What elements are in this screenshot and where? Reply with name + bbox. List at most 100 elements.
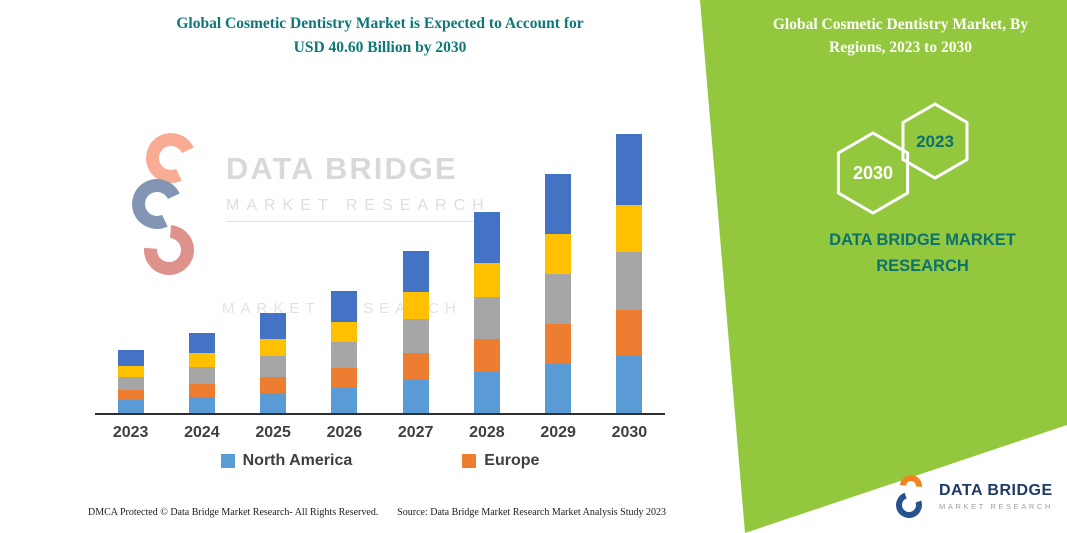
bar-segment-unlabeled-gray [117,377,144,390]
bar-segment-north-america [331,388,358,413]
watermark: DATA BRIDGE MARKET RESEARCH [124,125,491,286]
legend-label: North America [242,452,353,469]
x-axis-label-2030: 2030 [611,424,648,441]
chart-title-line2: USD 40.60 Billion by 2030 [293,39,467,57]
stacked-bar-2030 [616,134,643,413]
bar-segment-unlabeled-dark-blue [260,313,287,339]
footer: DMCA Protected © Data Bridge Market Rese… [88,507,666,518]
x-axis-label-2027: 2027 [397,424,434,441]
stacked-bar-chart [95,115,665,415]
brand-text: DATA BRIDGE MARKET RESEARCH [805,228,1040,279]
bar-segment-unlabeled-yellow [331,322,358,342]
bar-segment-unlabeled-dark-blue [331,291,358,322]
hexagon-2030-label: 2030 [853,163,893,183]
bar-segment-unlabeled-gray [473,297,500,339]
bar-segment-unlabeled-gray [616,252,643,310]
hexagon-2023-label: 2023 [916,132,954,151]
stacked-bar-2026 [331,291,358,413]
bar-segment-north-america [402,380,429,413]
hexagon-2030 [836,131,910,215]
chart-title: Global Cosmetic Dentistry Market is Expe… [60,12,700,60]
bar-slot-2023 [95,350,166,413]
legend-item-europe: Europe [462,452,539,470]
stacked-bar-2028 [473,212,500,413]
legend-swatch-icon [462,454,477,468]
x-axis-label-2029: 2029 [540,424,576,441]
bar-slot-2027 [380,251,451,413]
watermark-subtitle: MARKET RESEARCH [226,197,491,222]
bar-segment-north-america [260,393,287,413]
bar-slot-2026 [309,291,380,413]
bar-segment-unlabeled-dark-blue [117,350,144,366]
bars-row [95,115,665,413]
bar-segment-unlabeled-yellow [260,339,287,356]
bar-segment-unlabeled-yellow [402,292,429,319]
logo-blue-arc-icon [891,487,927,523]
bar-segment-north-america [616,356,643,413]
bar-slot-2030 [594,134,665,413]
bar-segment-unlabeled-dark-blue [188,333,215,353]
hexagon-2023 [901,102,969,180]
legend-label: Europe [484,452,540,469]
bar-segment-europe [188,384,215,397]
bar-slot-2028 [451,212,522,413]
legend-item-north-america: North America [220,452,353,470]
bar-segment-unlabeled-yellow [545,234,572,274]
bar-segment-unlabeled-gray [545,274,572,324]
bar-segment-unlabeled-gray [188,367,215,384]
bar-segment-unlabeled-gray [260,356,287,377]
bar-segment-north-america [545,364,572,413]
bar-slot-2029 [523,174,594,413]
dbmr-logo: DATA BRIDGE MARKET RESEARCH [891,470,1053,523]
x-axis-label-2028: 2028 [469,424,505,441]
bar-segment-unlabeled-dark-blue [402,251,429,292]
stacked-bar-2029 [545,174,572,413]
x-axis-label-2023: 2023 [112,424,149,441]
brand-text-line1: DATA BRIDGE MARKET [829,231,1016,249]
bar-segment-europe [331,368,358,388]
bar-segment-europe [616,310,643,356]
x-axis-labels: 2023 2024 2025 2026 2027 2028 2029 2030 [95,424,665,442]
stacked-bar-2027 [402,251,429,413]
bar-segment-unlabeled-yellow [473,263,500,297]
bar-segment-north-america [188,397,215,413]
watermark-text: DATA BRIDGE MARKET RESEARCH [226,133,491,275]
chart-title-line1: Global Cosmetic Dentistry Market is Expe… [176,15,584,32]
bar-segment-europe [473,339,500,372]
bar-segment-unlabeled-yellow [616,205,643,252]
x-axis-label-2024: 2024 [184,424,220,441]
bar-segment-unlabeled-dark-blue [473,212,500,263]
legend-swatch-icon [220,454,235,468]
right-panel-title: Global Cosmetic Dentistry Market, By Reg… [772,16,1029,57]
brand-text-line2: RESEARCH [876,256,969,275]
bar-segment-north-america [117,400,144,413]
stacked-bar-2025 [260,313,287,413]
bar-segment-unlabeled-yellow [117,366,144,377]
bar-segment-europe [402,353,429,380]
bar-segment-unlabeled-dark-blue [616,134,643,205]
chart-legend: North America Europe [95,452,665,470]
bar-segment-unlabeled-gray [402,319,429,353]
x-axis-label-2025: 2025 [255,424,291,441]
bar-segment-europe [260,377,287,393]
bar-segment-europe [545,324,572,364]
watermark-title: DATA BRIDGE [226,151,458,186]
logo-name: DATA BRIDGE [939,481,1053,499]
dbmr-logo-icon [891,470,931,523]
logo-subtitle: MARKET RESEARCH [939,501,1053,511]
stacked-bar-2024 [188,333,215,413]
footer-source-text: Source: Data Bridge Market Research Mark… [397,507,666,518]
logo-text: DATA BRIDGE MARKET RESEARCH [939,482,1053,511]
bar-segment-unlabeled-gray [331,342,358,368]
bar-segment-europe [117,390,144,400]
bar-segment-north-america [473,372,500,413]
bar-slot-2025 [238,313,309,413]
hexagons-graphic: 2030 2023 [836,102,969,215]
stacked-bar-2023 [117,350,144,413]
footer-dmca-text: DMCA Protected © Data Bridge Market Rese… [88,507,379,518]
bar-slot-2024 [166,333,237,413]
bar-segment-unlabeled-dark-blue [545,174,572,234]
bar-segment-unlabeled-yellow [188,353,215,367]
